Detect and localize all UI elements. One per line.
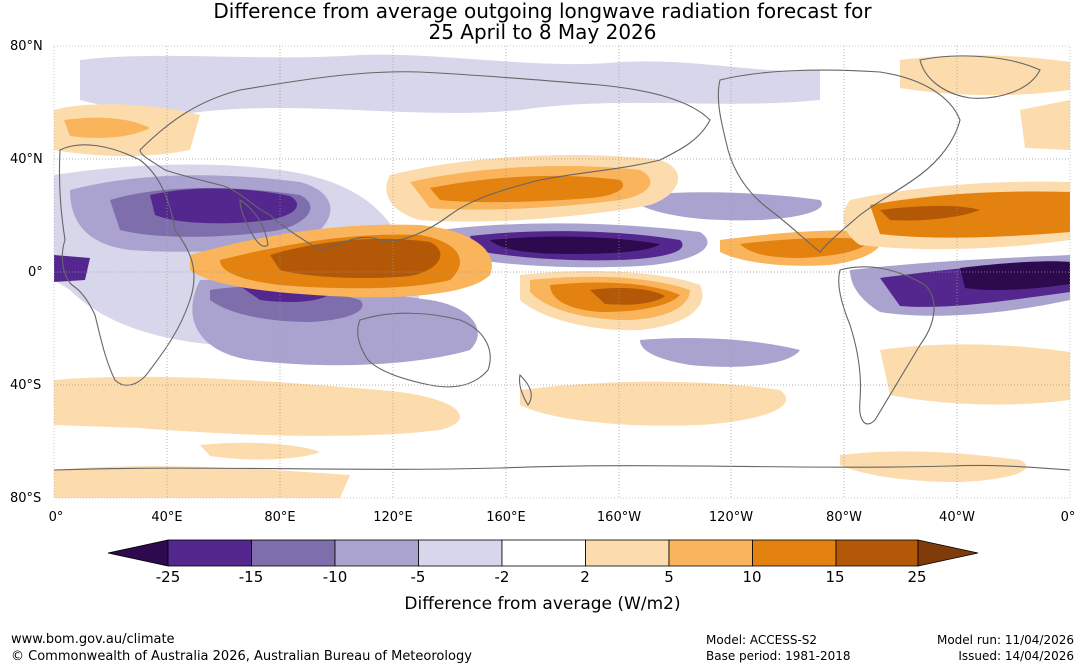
coastline-north-america bbox=[717, 69, 961, 253]
footer-base-period: Base period: 1981-2018 bbox=[706, 649, 851, 663]
colorbar-segment bbox=[917, 539, 979, 567]
colorbar-segment bbox=[167, 539, 252, 567]
colorbar-tick-label: 25 bbox=[907, 568, 927, 586]
lon-label-120w: 120°W bbox=[708, 510, 754, 525]
anomaly-field bbox=[54, 54, 1070, 498]
anomaly-region bbox=[150, 188, 298, 224]
anomaly-region bbox=[640, 338, 800, 367]
anomaly-region bbox=[520, 381, 787, 426]
colorbar-segment bbox=[835, 539, 919, 567]
anomaly-region bbox=[1020, 100, 1070, 150]
lon-label-0-east: 0° bbox=[1060, 510, 1076, 525]
colorbar-tick-label: -5 bbox=[410, 568, 426, 586]
lon-label-80w: 80°W bbox=[826, 510, 862, 525]
anomaly-region bbox=[54, 255, 90, 282]
colorbar-tick-label: -10 bbox=[322, 568, 348, 586]
anomaly-region bbox=[590, 288, 665, 305]
anomaly-region bbox=[960, 261, 1070, 291]
map-title-line-2: 25 April to 8 May 2026 bbox=[428, 20, 657, 44]
colorbar-segment bbox=[334, 539, 419, 567]
colorbar-tick-label: 2 bbox=[580, 568, 590, 586]
anomaly-region bbox=[490, 236, 660, 254]
colorbar-tick-label: 15 bbox=[825, 568, 845, 586]
colorbar-tick-label: 10 bbox=[742, 568, 762, 586]
anomaly-region bbox=[880, 344, 1070, 405]
colorbar bbox=[107, 539, 979, 567]
lon-label-40e: 40°E bbox=[151, 510, 183, 525]
lon-label-40w: 40°W bbox=[939, 510, 975, 525]
anomaly-region bbox=[880, 205, 980, 221]
anomaly-region bbox=[640, 192, 822, 221]
footer-site-link[interactable]: www.bom.gov.au/climate bbox=[11, 632, 175, 647]
colorbar-segment bbox=[251, 539, 336, 567]
map-title-line-1: Difference from average outgoing longwav… bbox=[213, 0, 872, 23]
colorbar-segment bbox=[668, 539, 753, 567]
coastline-antarctica bbox=[54, 464, 1070, 471]
anomaly-region bbox=[200, 442, 320, 460]
colorbar-title: Difference from average (W/m2) bbox=[404, 594, 681, 614]
coastline-eurasia bbox=[139, 71, 711, 251]
colorbar-tick-label: 5 bbox=[664, 568, 674, 586]
colorbar-segment bbox=[418, 539, 503, 567]
lon-label-160e: 160°E bbox=[486, 510, 526, 525]
coastline-greenland bbox=[919, 55, 1041, 99]
anomaly-region bbox=[870, 191, 1070, 238]
coastlines bbox=[54, 55, 1070, 471]
anomaly-region bbox=[54, 376, 460, 436]
lat-label-40s: 40°S bbox=[10, 378, 42, 393]
colorbar-tick-label: -15 bbox=[238, 568, 264, 586]
anomaly-region bbox=[900, 55, 1070, 96]
colorbar-segment bbox=[585, 539, 670, 567]
anomaly-region bbox=[270, 238, 441, 278]
lon-label-0: 0° bbox=[48, 510, 64, 525]
coastline-south-america bbox=[838, 266, 935, 425]
coastline-australia bbox=[357, 312, 491, 388]
anomaly-region bbox=[740, 237, 870, 258]
footer-copyright: © Commonwealth of Australia 2026, Austra… bbox=[11, 649, 472, 664]
colorbar-segment bbox=[107, 539, 169, 567]
coastline-new-zealand bbox=[518, 373, 532, 407]
lat-label-80s: 80°S bbox=[10, 491, 42, 506]
lon-label-120e: 120°E bbox=[373, 510, 413, 525]
anomaly-region bbox=[430, 175, 624, 203]
anomaly-region bbox=[64, 117, 150, 138]
graticule bbox=[54, 46, 1070, 498]
colorbar-tick-label: -2 bbox=[494, 568, 510, 586]
footer-issued: Issued: 14/04/2026 bbox=[958, 649, 1074, 663]
anomaly-region bbox=[80, 54, 820, 114]
lat-label-40n: 40°N bbox=[10, 152, 43, 167]
lon-label-80e: 80°E bbox=[264, 510, 296, 525]
colorbar-tick-label: -25 bbox=[155, 568, 181, 586]
lat-label-0: 0° bbox=[28, 265, 43, 280]
lon-label-160w: 160°W bbox=[596, 510, 642, 525]
colorbar-segment bbox=[752, 539, 837, 567]
footer-model-run: Model run: 11/04/2026 bbox=[936, 633, 1074, 647]
coastline-india bbox=[239, 198, 269, 247]
footer-model: Model: ACCESS-S2 bbox=[706, 633, 818, 647]
anomaly-region bbox=[54, 466, 350, 498]
colorbar-segment bbox=[501, 539, 586, 567]
lat-label-80n: 80°N bbox=[10, 39, 43, 54]
coastline-africa bbox=[58, 144, 195, 386]
